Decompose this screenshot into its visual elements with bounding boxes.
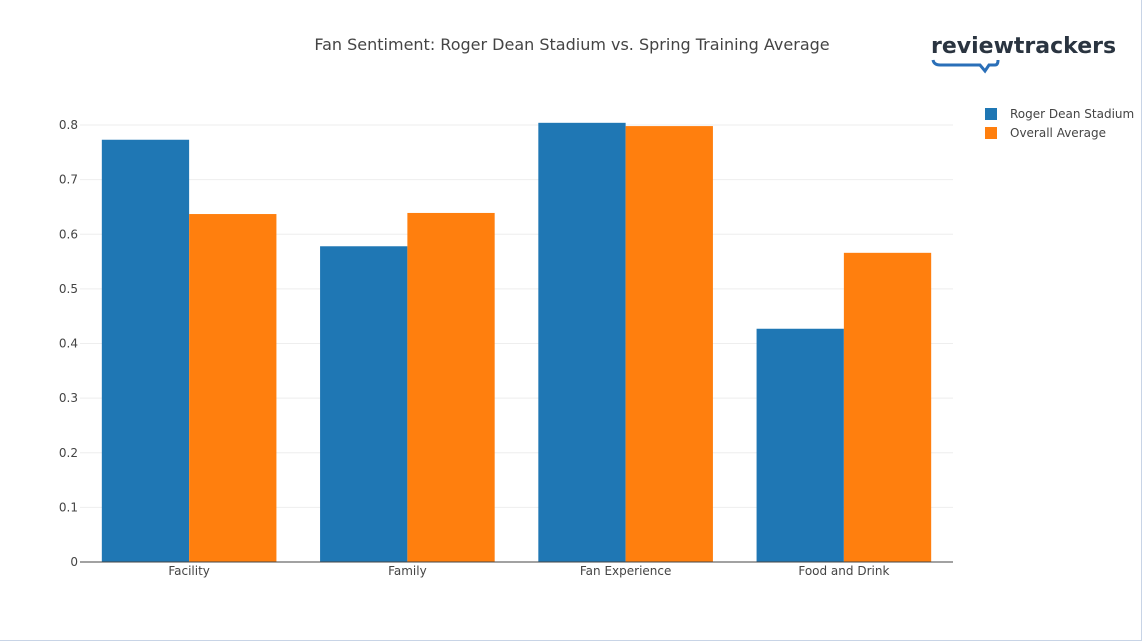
y-tick-label: 0.3 — [59, 391, 78, 405]
y-tick-label: 0.7 — [59, 173, 78, 187]
bar-fan-experience-roger-dean-stadium[interactable] — [538, 122, 626, 562]
y-tick-label: 0.1 — [59, 500, 78, 514]
bar-family-overall-average[interactable] — [407, 212, 495, 563]
x-tick-label: Family — [388, 564, 427, 578]
reviewtrackers-logo: reviewtrackers — [931, 34, 1116, 74]
logo-text: reviewtrackers — [931, 34, 1116, 59]
chart-title: Fan Sentiment: Roger Dean Stadium vs. Sp… — [314, 35, 829, 54]
y-tick-label: 0.5 — [59, 282, 78, 296]
legend-label[interactable]: Overall Average — [1010, 126, 1106, 140]
x-tick-label: Food and Drink — [798, 564, 889, 578]
bar-family-roger-dean-stadium[interactable] — [320, 246, 408, 562]
bar-facility-roger-dean-stadium[interactable] — [101, 139, 190, 562]
x-tick-label: Facility — [168, 564, 210, 578]
bar-food-and-drink-overall-average[interactable] — [843, 252, 932, 562]
x-tick-label: Fan Experience — [580, 564, 672, 578]
legend[interactable]: Roger Dean Stadium Overall Average — [985, 107, 1134, 140]
bar-fan-experience-overall-average[interactable] — [625, 126, 713, 562]
y-tick-label: 0.2 — [59, 446, 78, 460]
legend-label[interactable]: Roger Dean Stadium — [1010, 107, 1134, 121]
y-tick-label: 0.6 — [59, 227, 78, 241]
legend-swatch[interactable] — [985, 127, 997, 139]
bar-facility-overall-average[interactable] — [189, 214, 277, 562]
bar-food-and-drink-roger-dean-stadium[interactable] — [756, 328, 844, 562]
y-tick-label: 0 — [70, 555, 78, 569]
y-tick-label: 0.8 — [59, 118, 78, 132]
logo-speech-icon — [931, 59, 1000, 74]
legend-swatch[interactable] — [985, 108, 997, 120]
y-tick-label: 0.4 — [59, 337, 78, 351]
